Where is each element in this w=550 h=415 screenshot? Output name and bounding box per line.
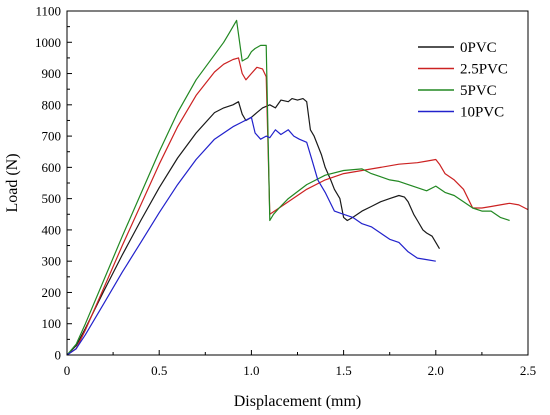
x-tick-label: 0.5 <box>151 363 167 378</box>
x-tick-label: 2.0 <box>428 363 444 378</box>
series-line-1 <box>66 98 441 356</box>
series-line-2 <box>66 57 529 356</box>
x-tick-label: 0 <box>64 363 71 378</box>
y-tick-label: 0 <box>55 348 62 363</box>
legend-label-4: 10PVC <box>460 105 504 121</box>
y-axis-title: Load (N) <box>4 153 21 212</box>
x-axis-ticks: 0 0.5 1.0 1.5 2.0 2.5 <box>64 350 536 378</box>
plot-frame <box>66 10 529 356</box>
y-tick-label: 700 <box>42 129 62 144</box>
legend: 0PVC 2.5PVC 5PVC 10PVC <box>418 40 508 121</box>
series-layer <box>66 19 529 356</box>
legend-label-2: 2.5PVC <box>460 62 508 78</box>
x-tick-label: 2.5 <box>520 363 536 378</box>
y-tick-label: 200 <box>42 285 62 300</box>
y-tick-label: 1100 <box>35 4 61 19</box>
y-axis-ticks: 0 100 200 300 400 500 600 700 800 900 1000 1100 <box>35 4 72 363</box>
y-tick-label: 300 <box>42 254 62 269</box>
y-tick-label: 400 <box>42 222 62 237</box>
x-axis-title: Displacement (mm) <box>234 393 362 410</box>
series-line-4 <box>66 116 436 356</box>
x-tick-label: 1.5 <box>335 363 351 378</box>
legend-label-3: 5PVC <box>460 83 497 99</box>
series-line-3 <box>66 19 510 356</box>
y-tick-label: 500 <box>42 191 62 206</box>
y-tick-label: 100 <box>42 316 62 331</box>
legend-label-1: 0PVC <box>460 40 497 56</box>
y-tick-label: 1000 <box>35 35 61 50</box>
y-tick-label: 600 <box>42 160 62 175</box>
x-tick-label: 1.0 <box>243 363 259 378</box>
y-tick-label: 900 <box>42 66 62 81</box>
y-tick-label: 800 <box>42 97 62 112</box>
